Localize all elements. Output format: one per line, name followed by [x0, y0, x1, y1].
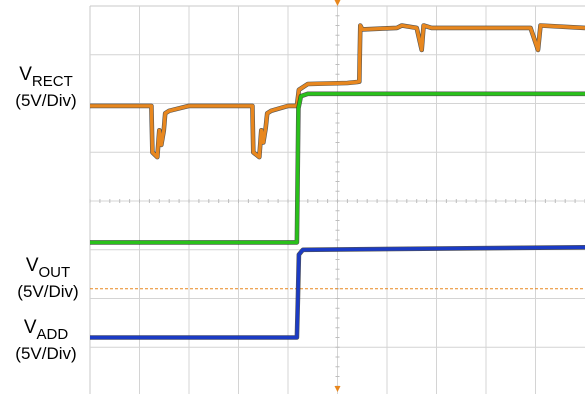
trigger-marker-top: [334, 0, 341, 6]
channel-label-out-name: VOUT: [26, 255, 70, 281]
channel-label-add-name: VADD: [24, 317, 69, 343]
channel-label-add-scale: (5V/Div): [15, 344, 76, 363]
trace-vadd: [90, 245, 585, 340]
trace-vout: [90, 92, 585, 245]
trigger-marker-bottom: [334, 386, 341, 392]
trace-vrect: [90, 23, 585, 159]
channel-label-rect: VRECT (5V/Div): [15, 64, 76, 110]
scope-grid: [89, 5, 585, 394]
channel-label-out-scale: (5V/Div): [17, 282, 78, 301]
channel-label-out: VOUT (5V/Div): [17, 255, 78, 301]
channel-label-rect-scale: (5V/Div): [15, 91, 76, 110]
trigger-position-markers: [334, 0, 341, 392]
channel-label-rect-name: VRECT: [19, 64, 73, 90]
channel-label-add: VADD (5V/Div): [15, 317, 76, 363]
waveform-traces: [90, 23, 585, 340]
